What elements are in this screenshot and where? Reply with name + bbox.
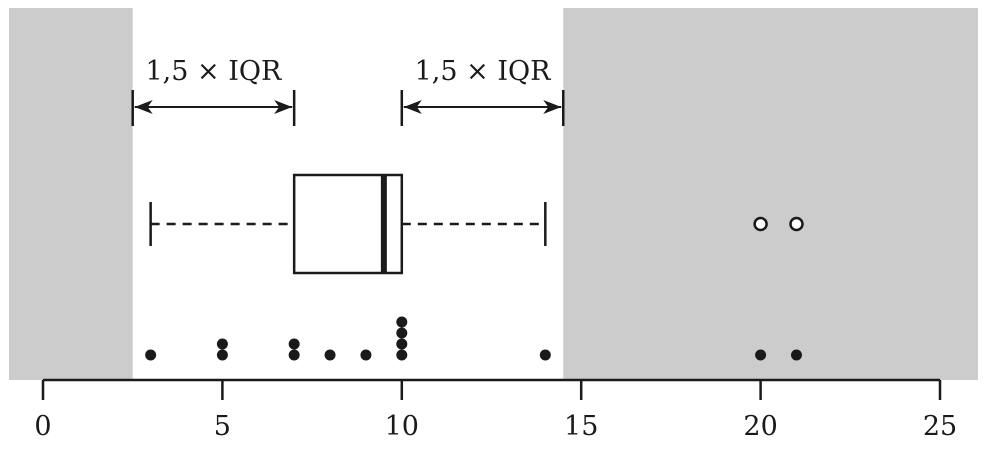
data-points [145,316,802,361]
data-point [324,349,336,361]
x-axis: 0 5 10 15 20 25 [34,378,957,442]
data-point [288,349,300,361]
data-point [216,349,228,361]
data-point [755,349,767,361]
upper-outlier-region [563,8,978,380]
data-point [396,349,408,361]
outlier-marker [753,216,768,232]
data-point [288,338,300,350]
lower-fence-arrow-arrowhead-left [134,100,153,114]
axis-tick-label: 20 [743,411,777,442]
data-point [396,338,408,350]
data-point [396,327,408,339]
iqr-label-left: 1,5 × IQR [146,56,283,87]
iqr-annotations: 1,5 × IQR 1,5 × IQR [131,56,565,126]
data-point [539,349,551,361]
axis-tick-label: 5 [214,411,231,442]
axis-tick-label: 25 [923,411,957,442]
lower-fence-arrow-arrowhead-right [274,100,293,114]
data-point [790,349,802,361]
data-point [360,349,372,361]
data-point [145,349,157,361]
iqr-label-right: 1,5 × IQR [415,56,552,87]
axis-tick-label: 0 [34,411,51,442]
axis-tick-label: 10 [385,411,419,442]
outlier-marker [789,216,804,232]
data-point [396,316,408,328]
lower-outlier-region [9,8,133,380]
box-and-whiskers [149,173,804,275]
upper-fence-arrow-arrowhead-right [543,100,562,114]
axis-tick-label: 15 [564,411,598,442]
outlier-regions [9,8,978,380]
data-point [216,338,228,350]
upper-fence-arrow-arrowhead-left [403,100,422,114]
